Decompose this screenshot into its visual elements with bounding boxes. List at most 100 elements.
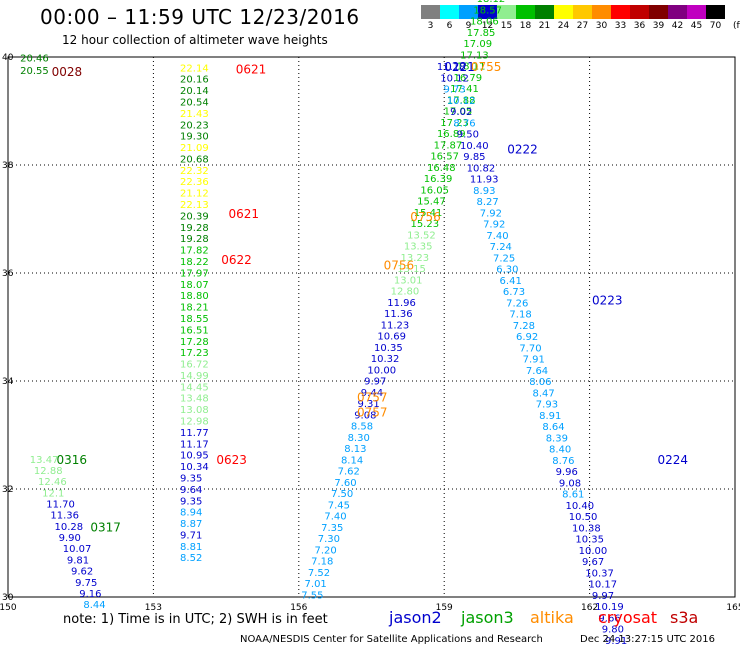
- colorbar-swatch: [459, 5, 478, 19]
- wave-height-label: 7.45: [328, 500, 350, 511]
- track-tr3: 13.4712.8812.4612.111.7011.3610.289.9010…: [30, 453, 121, 611]
- wave-height-label: 7.30: [318, 534, 340, 545]
- wave-height-label: 15.47: [417, 197, 446, 208]
- wave-height-label: 6.41: [500, 276, 522, 287]
- wave-height-label: 11.96: [387, 298, 416, 309]
- wave-height-label: 10.19: [595, 602, 624, 613]
- colorbar-label: 39: [652, 21, 665, 31]
- wave-height-label: 17.41: [450, 84, 479, 95]
- wave-height-label: 7.50: [331, 489, 353, 500]
- wave-height-label: 7.01: [305, 579, 327, 590]
- wave-height-label: 12.98: [180, 417, 209, 428]
- wave-height-label: 7.62: [338, 467, 360, 478]
- wave-height-label: 19.30: [180, 132, 209, 143]
- wave-height-label: 9.35: [180, 473, 202, 484]
- wave-height-label: 16.05: [420, 185, 449, 196]
- units-note: note: 1) Time is in UTC; 2) SWH is in fe…: [63, 612, 328, 627]
- track-tr5: 11.1810.129.7310.129.028.769.5010.409.85…: [437, 60, 688, 647]
- wave-height-label: 9.85: [463, 152, 485, 163]
- wave-height-label: 13.47: [30, 455, 59, 466]
- wave-height-label: 6.30: [496, 265, 518, 276]
- wave-height-label: 16.72: [180, 360, 209, 371]
- colorbar-label: 9: [465, 21, 472, 31]
- wave-height-label: 8.93: [473, 186, 495, 197]
- time-label: 0623: [216, 453, 247, 467]
- lat-tick-label: 30: [2, 593, 14, 603]
- wave-height-label: 22.14: [180, 63, 209, 74]
- wave-height-label: 9.67: [582, 557, 604, 568]
- wave-height-label: 11.23: [381, 320, 410, 331]
- colorbar-swatch: [611, 5, 630, 19]
- wave-height-label: 10.37: [585, 568, 614, 579]
- wave-height-label: 7.55: [301, 590, 323, 601]
- wave-height-label: 7.40: [324, 512, 346, 523]
- colorbar-swatch: [687, 5, 706, 19]
- wave-height-label: 9.96: [556, 467, 578, 478]
- colorbar-swatch: [497, 5, 516, 19]
- colorbar-label: 30: [595, 21, 608, 31]
- wave-height-label: 6.92: [516, 332, 538, 343]
- wave-height-label: 8.14: [341, 455, 363, 466]
- wave-height-label: 13.08: [180, 405, 209, 416]
- wave-height-label: 12.1: [42, 488, 64, 499]
- wave-height-label: 16.79: [453, 73, 482, 84]
- wave-height-label: 13.23: [401, 253, 430, 264]
- wave-height-label: 7.24: [490, 242, 512, 253]
- wave-height-label: 10.17: [589, 580, 618, 591]
- wave-height-label: 8.76: [453, 118, 475, 129]
- wave-height-label: 9.02: [450, 107, 472, 118]
- wave-height-label: 9.64: [180, 485, 202, 496]
- colorbar-swatch: [649, 5, 668, 19]
- wave-height-label: 9.50: [457, 130, 479, 141]
- wave-height-label: 18.06: [470, 17, 499, 28]
- wave-height-label: 10.07: [63, 544, 92, 555]
- wave-height-label: 13.15: [397, 264, 426, 275]
- colorbar-label: 12: [481, 21, 494, 31]
- wave-height-label: 8.87: [180, 519, 202, 530]
- wave-height-label: 18.07: [180, 280, 209, 291]
- time-label: 0757: [357, 391, 388, 405]
- time-label: 0755: [471, 60, 502, 74]
- wave-height-label: 16.39: [424, 174, 453, 185]
- wave-height-label: 8.13: [344, 444, 366, 455]
- wave-height-label: 10.50: [569, 512, 598, 523]
- wave-height-label: 8.58: [351, 422, 373, 433]
- wave-height-label: 10.82: [467, 163, 496, 174]
- track-tr2: 22.1420.1620.1420.5421.4320.2319.3021.09…: [180, 62, 266, 564]
- wave-height-label: 7.18: [509, 310, 531, 321]
- wave-height-label: 17.13: [460, 50, 489, 61]
- timestamp-text: Dec 24 13:27:15 UTC 2016: [580, 634, 715, 645]
- wave-height-label: 9.97: [364, 377, 386, 388]
- chart-title: 00:00 – 11:59 UTC 12/23/2016: [40, 5, 360, 29]
- wave-height-label: 10.35: [575, 535, 604, 546]
- time-label: 0223: [592, 294, 623, 308]
- wave-height-label: 14.99: [180, 371, 209, 382]
- wave-height-label: 8.27: [476, 197, 498, 208]
- wave-height-label: 17.88: [447, 95, 476, 106]
- wave-height-label: 7.28: [513, 321, 535, 332]
- colorbar-label: 15: [500, 21, 513, 31]
- wave-height-label: 15.23: [410, 219, 439, 230]
- colorbar-swatch: [421, 5, 440, 19]
- wave-height-label: 17.23: [180, 348, 209, 359]
- time-label: 0621: [236, 62, 267, 76]
- colorbar-swatch: [592, 5, 611, 19]
- wave-height-label: 8.40: [549, 445, 571, 456]
- wave-height-label: 7.20: [314, 545, 336, 556]
- colorbar-label: 45: [690, 21, 703, 31]
- track-tr4: 7.557.017.527.187.207.307.357.407.457.50…: [301, 0, 505, 601]
- wave-height-label: 9.81: [67, 555, 89, 566]
- lat-tick-label: 38: [2, 161, 14, 171]
- wave-height-label: 16.89: [437, 129, 466, 140]
- wave-height-label: 22.32: [180, 166, 209, 177]
- wave-height-label: 18.11: [457, 62, 486, 73]
- colorbar-swatch: [630, 5, 649, 19]
- wave-height-label: 17.82: [180, 246, 209, 257]
- wave-height-label: 22.13: [180, 200, 209, 211]
- wave-height-label: 12.46: [38, 477, 67, 488]
- wave-height-label: 9.16: [79, 589, 101, 600]
- colorbar-unit: (ft): [733, 21, 740, 31]
- wave-height-label: 19.28: [180, 223, 209, 234]
